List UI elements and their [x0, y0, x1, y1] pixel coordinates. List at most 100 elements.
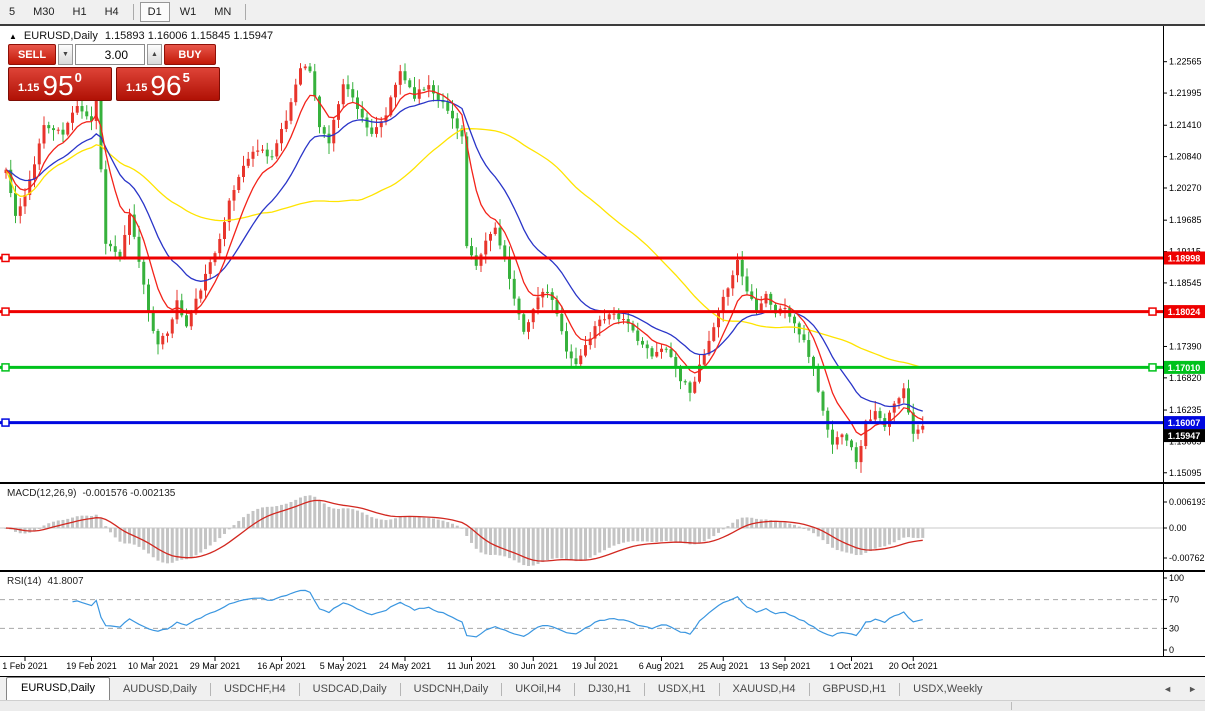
sell-price-big: 95: [42, 70, 74, 101]
svg-text:30 Jun 2021: 30 Jun 2021: [508, 661, 558, 671]
sell-price-box[interactable]: 1.15 95 0: [8, 67, 112, 101]
price-axis[interactable]: 1.22565 1.21995 1.21410 1.20840 1.20270 1.196…: [1163, 57, 1205, 478]
svg-text:100: 100: [1169, 573, 1184, 583]
ohlc-values: 1.15893 1.16006 1.15845 1.15947: [104, 30, 274, 42]
tab-audusd-daily[interactable]: AUDUSD,Daily: [122, 682, 197, 695]
svg-text:1.16820: 1.16820: [1169, 373, 1202, 383]
svg-text:70: 70: [1169, 595, 1179, 605]
svg-text:1.15095: 1.15095: [1169, 468, 1202, 478]
timeframe-button-5[interactable]: 5: [9, 6, 16, 18]
buy-price-pip: 5: [182, 70, 190, 85]
one-click-trade-panel: SELL ▼ ▲ BUY 1.15 95 0 1.15 96 5: [8, 44, 220, 101]
timeframe-button-h1[interactable]: H1: [72, 6, 87, 18]
svg-text:1.17390: 1.17390: [1169, 341, 1202, 351]
svg-text:1.16235: 1.16235: [1169, 405, 1202, 415]
sell-button[interactable]: SELL: [8, 44, 56, 65]
tab-scroll-arrows: ◄ ►: [1163, 684, 1197, 694]
svg-text:20 Oct 2021: 20 Oct 2021: [889, 661, 938, 671]
status-bar: [0, 700, 1205, 711]
svg-text:0: 0: [1169, 645, 1174, 655]
svg-text:25 Aug 2021: 25 Aug 2021: [698, 661, 749, 671]
svg-text:24 May 2021: 24 May 2021: [379, 661, 431, 671]
status-divider: [1011, 702, 1012, 710]
tab-separator: [899, 682, 901, 696]
sell-price-pip: 0: [74, 70, 82, 85]
tab-usdx-h1[interactable]: USDX,H1: [657, 682, 706, 695]
symbol-name: EURUSD,Daily: [23, 30, 98, 42]
lot-decrease-button[interactable]: ▼: [58, 44, 73, 65]
macd-current-values: -0.001576 -0.002135: [82, 488, 176, 499]
chart-marker-icon: ▲: [9, 31, 17, 41]
tab-usdcad-daily[interactable]: USDCAD,Daily: [312, 682, 387, 695]
timeframe-button-h4[interactable]: H4: [104, 6, 119, 18]
tab-usdcnh-daily[interactable]: USDCNH,Daily: [413, 682, 489, 695]
svg-text:1.22565: 1.22565: [1169, 57, 1202, 67]
macd-name: MACD(12,26,9): [7, 488, 77, 499]
svg-text:19 Feb 2021: 19 Feb 2021: [66, 661, 117, 671]
svg-text:1.17010: 1.17010: [1168, 363, 1201, 373]
svg-text:1 Oct 2021: 1 Oct 2021: [829, 661, 873, 671]
buy-price-big: 96: [150, 70, 182, 101]
buy-price-box[interactable]: 1.15 96 5: [116, 67, 220, 101]
chart-background: [0, 26, 1205, 676]
symbol-tab-bar: EURUSD,Daily AUDUSD,Daily USDCHF,H4 USDCAD,…: [0, 677, 1205, 700]
horizontal-lines[interactable]: [0, 253, 1163, 427]
tab-separator: [209, 682, 211, 696]
tab-separator: [501, 682, 503, 696]
buy-price-prefix: 1.15: [126, 82, 148, 94]
tab-scroll-right-icon[interactable]: ►: [1188, 684, 1197, 694]
lot-increase-button[interactable]: ▲: [147, 44, 162, 65]
timeframe-button-m30[interactable]: M30: [33, 6, 55, 18]
svg-text:0.00: 0.00: [1169, 523, 1187, 533]
lot-size-input[interactable]: [75, 44, 145, 65]
tab-separator: [718, 682, 720, 696]
tab-xauusd-h4[interactable]: XAUUSD,H4: [732, 682, 796, 695]
svg-text:1.21995: 1.21995: [1169, 88, 1202, 98]
svg-text:5 May 2021: 5 May 2021: [320, 661, 367, 671]
rsi-label: RSI(14) 41.8007: [7, 576, 84, 587]
svg-text:11 Jun 2021: 11 Jun 2021: [447, 661, 496, 671]
svg-text:1 Feb 2021: 1 Feb 2021: [2, 661, 48, 671]
time-axis: 1 Feb 2021 19 Feb 2021 10 Mar 2021 29 Mar 2…: [2, 657, 938, 671]
timeframe-toolbar: 5 M30 H1 H4 D1 W1 MN: [0, 0, 1205, 24]
timeframe-button-d1[interactable]: D1: [139, 2, 170, 22]
toolbar-separator: [245, 4, 247, 20]
svg-text:1.18024: 1.18024: [1168, 307, 1201, 317]
tab-separator: [399, 682, 401, 696]
svg-text:6 Aug 2021: 6 Aug 2021: [639, 661, 685, 671]
svg-text:1.15947: 1.15947: [1168, 431, 1201, 441]
macd-pane: [0, 495, 1163, 566]
svg-text:19 Jul 2021: 19 Jul 2021: [572, 661, 619, 671]
svg-text:1.19685: 1.19685: [1169, 215, 1202, 225]
timeframe-button-w1[interactable]: W1: [179, 6, 197, 18]
tab-scroll-left-icon[interactable]: ◄: [1163, 684, 1173, 694]
svg-text:1.18545: 1.18545: [1169, 278, 1202, 288]
tab-dj30-h1[interactable]: DJ30,H1: [588, 682, 631, 695]
svg-text:16 Apr 2021: 16 Apr 2021: [257, 661, 306, 671]
macd-label: MACD(12,26,9) -0.001576 -0.002135: [7, 488, 175, 499]
svg-text:1.20270: 1.20270: [1169, 183, 1202, 193]
svg-text:1.18998: 1.18998: [1168, 253, 1201, 263]
rsi-line: [72, 589, 923, 638]
chart-title: ▲ EURUSD,Daily 1.15893 1.16006 1.15845 1…: [9, 30, 273, 42]
timeframe-button-mn[interactable]: MN: [214, 6, 232, 18]
rsi-name: RSI(14): [7, 576, 42, 587]
sell-price-prefix: 1.15: [18, 82, 40, 94]
tab-ukoil-h4[interactable]: UKOil,H4: [515, 682, 562, 695]
svg-text:1.21410: 1.21410: [1169, 120, 1202, 130]
svg-text:13 Sep 2021: 13 Sep 2021: [759, 661, 810, 671]
ema8-line: [5, 90, 923, 436]
tab-eurusd-daily[interactable]: EURUSD,Daily: [6, 677, 110, 700]
svg-text:29 Mar 2021: 29 Mar 2021: [190, 661, 241, 671]
buy-button[interactable]: BUY: [164, 44, 216, 65]
tab-usdchf-h4[interactable]: USDCHF,H4: [223, 682, 286, 695]
svg-text:30: 30: [1169, 623, 1179, 633]
toolbar-separator: [132, 4, 134, 20]
tab-usdx-weekly[interactable]: USDX,Weekly: [913, 682, 983, 695]
chevron-up-icon: ▲: [151, 51, 158, 58]
tab-gbpusd-h1[interactable]: GBPUSD,H1: [822, 682, 887, 695]
tab-separator: [643, 682, 645, 696]
